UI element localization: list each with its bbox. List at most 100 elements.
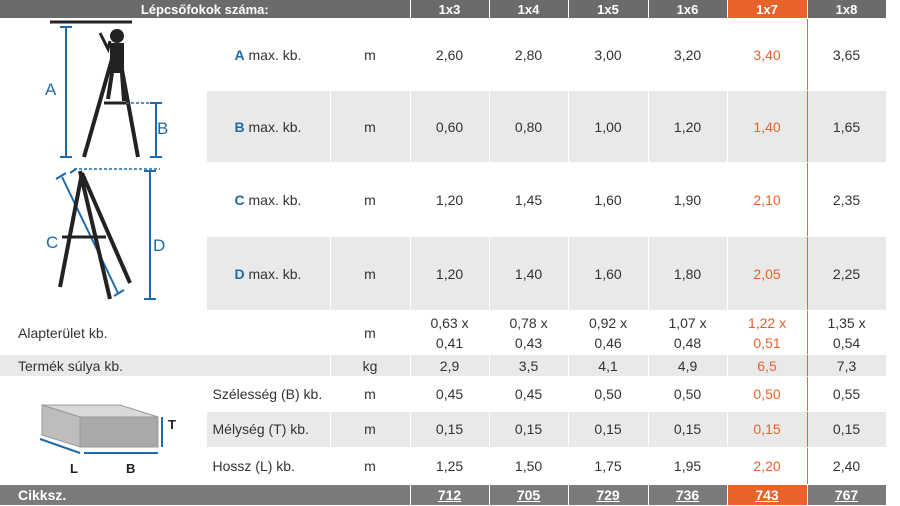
area-line-1: 0,78 x bbox=[509, 314, 548, 331]
cell: 1,00 bbox=[568, 90, 649, 163]
sku-link[interactable]: 767 bbox=[834, 487, 859, 503]
cell: 0,15 bbox=[648, 411, 728, 449]
sku-cell: 705 bbox=[489, 484, 569, 506]
cell-selected: 0,15 bbox=[726, 411, 808, 449]
sku-link[interactable]: 743 bbox=[755, 487, 779, 503]
sku-link[interactable]: 712 bbox=[437, 487, 462, 503]
ladder-folded-icon: C D bbox=[46, 168, 165, 300]
box-icon: T L B bbox=[39, 404, 176, 476]
row-pkg-depth: Mélység (T) kb. m 0,15 0,15 0,15 0,15 0,… bbox=[0, 411, 887, 449]
row-label: A max. kb. bbox=[206, 18, 331, 91]
cell: 1,50 bbox=[489, 447, 569, 485]
unit: m bbox=[330, 376, 411, 412]
weight-label: Termék súlya kb. bbox=[0, 354, 331, 377]
cell-selected: 2,10 bbox=[726, 162, 808, 237]
header-title: Lépcsőfokok száma: bbox=[0, 0, 411, 19]
package-box-diagram: T L B bbox=[0, 376, 207, 485]
cell-selected: 1,22 x 0,51 bbox=[726, 310, 808, 355]
unit: kg bbox=[330, 354, 411, 377]
label-b2: B bbox=[126, 461, 135, 476]
cell: 3,00 bbox=[568, 18, 649, 91]
col-header: 1x6 bbox=[648, 0, 728, 19]
label-text: max. kb. bbox=[244, 191, 302, 208]
sku-cell: 712 bbox=[410, 484, 490, 506]
cell-selected: 0,50 bbox=[726, 376, 808, 412]
cell: 3,20 bbox=[648, 18, 728, 91]
sku-cell: 729 bbox=[568, 484, 649, 506]
cell: 7,3 bbox=[807, 354, 887, 377]
pkg-label: Mélység (T) kb. bbox=[206, 411, 331, 449]
pkg-label: Szélesség (B) kb. bbox=[206, 376, 331, 412]
cell: 0,92 x 0,46 bbox=[568, 310, 649, 355]
sku-cell-selected: 743 bbox=[727, 484, 808, 506]
cell: 0,55 bbox=[807, 376, 887, 412]
footer-label: Cikksz. bbox=[0, 484, 411, 506]
cell: 0,80 bbox=[489, 90, 569, 163]
cell: 4,1 bbox=[568, 354, 649, 377]
sku-link[interactable]: 729 bbox=[596, 487, 620, 503]
sku-link[interactable]: 736 bbox=[675, 487, 700, 503]
unit: m bbox=[330, 447, 411, 485]
unit: m bbox=[330, 162, 411, 237]
unit: m bbox=[330, 411, 411, 449]
row-label: D max. kb. bbox=[206, 236, 331, 311]
unit: m bbox=[330, 90, 411, 163]
row-c: C D C max. kb. m 1,20 1,45 1,60 1,90 2,1… bbox=[0, 162, 887, 311]
label-text: max. kb. bbox=[244, 46, 302, 63]
row-area: Alapterület kb. m 0,63 x 0,41 0,78 x 0,43 … bbox=[0, 310, 887, 355]
letter-d: D bbox=[234, 265, 245, 282]
label-b: B bbox=[157, 119, 168, 138]
row-a: A B A max. kb. m 2,60 2,80 3,00 3,20 3,4… bbox=[0, 18, 887, 163]
cell: 0,15 bbox=[807, 411, 887, 449]
area-line-2: 0,46 bbox=[594, 334, 622, 351]
sku-link[interactable]: 705 bbox=[516, 487, 541, 503]
cell: 1,95 bbox=[648, 447, 728, 485]
letter-c: C bbox=[234, 191, 245, 208]
unit: m bbox=[330, 310, 411, 355]
cell: 0,15 bbox=[489, 411, 569, 449]
cell-selected: 3,40 bbox=[726, 18, 808, 91]
cell: 1,20 bbox=[410, 162, 490, 237]
cell: 1,07 x 0,48 bbox=[648, 310, 728, 355]
cell: 0,50 bbox=[568, 376, 649, 412]
row-weight: Termék súlya kb. kg 2,9 3,5 4,1 4,9 6,5 … bbox=[0, 354, 887, 377]
header-row: Lépcsőfokok száma: 1x3 1x4 1x5 1x6 1x7 1… bbox=[0, 0, 887, 19]
area-line-2: 0,54 bbox=[832, 334, 861, 351]
cell: 1,60 bbox=[568, 162, 649, 237]
ladder-person-icon: A B bbox=[45, 20, 168, 158]
cell: 3,65 bbox=[807, 18, 887, 91]
label-c: C bbox=[46, 233, 58, 252]
label-text: max. kb. bbox=[244, 118, 302, 135]
cell: 0,60 bbox=[410, 90, 490, 163]
area-line-1: 0,63 x bbox=[430, 314, 469, 331]
col-header-selected: 1x7 bbox=[727, 0, 808, 19]
pkg-label: Hossz (L) kb. bbox=[206, 447, 331, 485]
cell: 2,25 bbox=[807, 236, 887, 311]
area-line-1: 0,92 x bbox=[588, 314, 628, 331]
unit: m bbox=[330, 18, 411, 91]
cell: 0,45 bbox=[489, 376, 569, 412]
cell: 2,35 bbox=[807, 162, 887, 237]
cell: 0,63 x 0,41 bbox=[410, 310, 490, 355]
label-a: A bbox=[45, 80, 57, 99]
unit: m bbox=[330, 236, 411, 311]
label-t: T bbox=[168, 417, 176, 432]
cell: 4,9 bbox=[648, 354, 728, 377]
cell: 0,15 bbox=[410, 411, 490, 449]
col-header: 1x8 bbox=[807, 0, 887, 19]
cell: 2,40 bbox=[807, 447, 887, 485]
sku-cell: 736 bbox=[648, 484, 728, 506]
area-line-2: 0,51 bbox=[753, 334, 781, 351]
cell: 2,80 bbox=[489, 18, 569, 91]
row-label: B max. kb. bbox=[206, 90, 331, 163]
cell: 1,25 bbox=[410, 447, 490, 485]
area-line-2: 0,43 bbox=[514, 334, 543, 351]
row-pkg-width: T L B Szélesség (B) kb. m 0,45 0,45 0,50… bbox=[0, 376, 887, 485]
cell: 0,78 x 0,43 bbox=[489, 310, 569, 355]
label-d: D bbox=[153, 236, 165, 255]
col-header: 1x5 bbox=[568, 0, 649, 19]
cell: 1,20 bbox=[648, 90, 728, 163]
area-label: Alapterület kb. bbox=[0, 310, 331, 355]
